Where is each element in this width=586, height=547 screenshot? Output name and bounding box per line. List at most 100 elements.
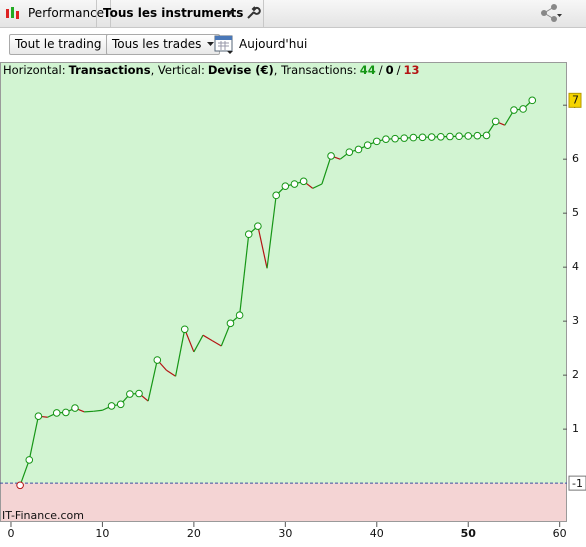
dropdown-arrow: [207, 42, 215, 46]
new-high-marker: [290, 180, 299, 188]
new-high-marker: [244, 230, 253, 239]
new-high-marker: [528, 96, 537, 105]
new-high-marker: [254, 222, 262, 230]
new-high-marker: [345, 148, 354, 156]
chart-info: Horizontal: Transactions, Vertical: Devise…: [3, 63, 423, 77]
plot-border: [0, 62, 567, 522]
equity-segment: [239, 234, 250, 316]
y-tick-label: 3: [572, 314, 579, 327]
x-tick-label: 10: [95, 527, 109, 540]
positive-zone: [0, 62, 567, 484]
negative-zone: [0, 483, 567, 522]
y-tick-label: 6: [572, 152, 579, 165]
equity-segment: [202, 334, 213, 342]
toolbar: Performance Tous les instruments: [0, 0, 586, 28]
new-high-marker: [299, 177, 308, 186]
new-high-marker: [34, 412, 43, 420]
calendar-icon[interactable]: [214, 33, 234, 55]
new-high-marker: [482, 131, 491, 140]
equity-segment: [147, 359, 158, 402]
equity-segment: [93, 409, 103, 412]
date-label: Aujourd'hui: [239, 37, 308, 51]
equity-segment: [266, 195, 277, 269]
tab[interactable]: Performance: [22, 0, 112, 27]
x-tick-label: 20: [187, 527, 201, 540]
new-high-marker: [354, 145, 363, 154]
new-high-marker: [510, 106, 518, 114]
share-icon[interactable]: [540, 4, 562, 22]
zero-label: -1: [572, 477, 583, 490]
new-high-marker: [473, 131, 482, 140]
app-icon: [6, 7, 19, 19]
x-tick-label: 50: [461, 527, 477, 540]
info-text: Transactions: [68, 63, 151, 77]
new-high-marker: [107, 402, 116, 410]
new-high-marker: [226, 319, 235, 328]
equity-segment: [184, 329, 195, 353]
x-tick-label: 40: [370, 527, 384, 540]
new-high-marker: [455, 132, 463, 141]
new-high-marker: [427, 133, 436, 141]
equity-segment: [220, 323, 232, 347]
new-high-marker: [446, 132, 454, 141]
wrench-icon[interactable]: [245, 5, 261, 21]
y-tick-label: 1: [572, 422, 579, 435]
zero-tag: [568, 475, 586, 491]
equity-segment: [321, 155, 332, 185]
current-value-tag: [568, 92, 582, 108]
x-tick-label: 60: [553, 527, 567, 540]
new-high-marker: [235, 311, 244, 320]
equity-segment: [193, 334, 204, 353]
chart: IT-Finance.com123456701020304050607-1: [0, 62, 586, 540]
equity-segment: [174, 329, 186, 377]
new-high-marker: [16, 481, 24, 490]
new-high-marker: [135, 389, 143, 398]
wins-count: 44: [359, 63, 376, 77]
new-high-marker: [180, 325, 189, 334]
x-tick-label: 30: [278, 527, 292, 540]
button-label: Tout le trading: [15, 37, 102, 51]
tab[interactable]: Tous les instruments: [96, 0, 265, 27]
filter-button[interactable]: Tout le trading: [9, 34, 121, 55]
equity-segment: [257, 226, 268, 269]
equity-segment: [19, 459, 30, 486]
info-text: , Vertical:: [150, 63, 205, 77]
new-high-marker: [62, 408, 70, 417]
equity-segment: [84, 410, 94, 413]
equity-segment: [211, 340, 222, 347]
info-text: /: [396, 63, 401, 77]
new-high-marker: [418, 133, 427, 142]
new-high-marker: [372, 137, 381, 146]
new-high-marker: [153, 356, 162, 364]
losses-count: 13: [403, 63, 420, 77]
new-high-marker: [52, 409, 61, 417]
watermark: IT-Finance.com: [2, 509, 84, 522]
new-high-marker: [409, 133, 418, 142]
new-high-marker: [382, 135, 390, 144]
new-high-marker: [281, 182, 290, 190]
x-tick-label: 0: [7, 527, 14, 540]
new-high-marker: [327, 152, 335, 160]
current-value-label: 7: [572, 93, 579, 106]
equity-segment: [312, 183, 323, 189]
new-high-marker: [116, 400, 125, 409]
new-high-marker: [71, 404, 79, 412]
y-tick-label: 2: [572, 368, 579, 381]
new-high-marker: [391, 134, 399, 143]
equity-segment: [166, 369, 176, 377]
new-high-marker: [464, 132, 473, 140]
info-text: Devise (€): [207, 63, 274, 77]
y-tick-label: 4: [572, 260, 579, 273]
filter-bar: Tout le trading Tous les trades Aujourd'…: [0, 28, 586, 61]
new-high-marker: [436, 132, 445, 141]
new-high-marker: [519, 105, 527, 113]
button-label: Tous les trades: [112, 37, 202, 51]
new-high-marker: [491, 117, 500, 126]
equity-segment: [28, 416, 39, 461]
y-tick-label: 5: [572, 206, 579, 219]
new-high-marker: [400, 134, 409, 142]
filter-button[interactable]: Tous les trades: [106, 34, 221, 55]
neutral-count: 0: [385, 63, 394, 77]
new-high-marker: [126, 390, 134, 398]
